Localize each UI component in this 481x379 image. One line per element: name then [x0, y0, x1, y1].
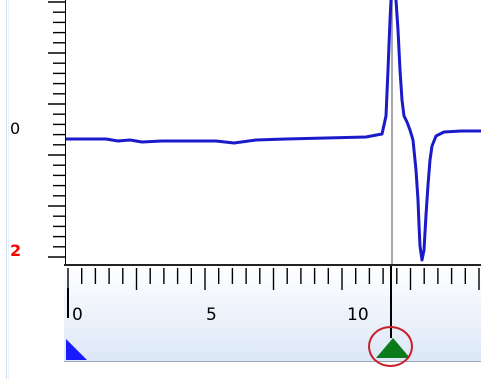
blue-triangle-marker-icon[interactable]	[66, 339, 88, 361]
vertical-ruler-border-inner	[8, 0, 9, 379]
x-tick-label-10: 10	[347, 305, 369, 325]
y-axis-label-bottom: 2	[10, 241, 22, 260]
ruler-bottom-border	[64, 361, 481, 362]
vertical-ruler-border	[6, 0, 7, 379]
highlight-circle	[368, 326, 413, 367]
y-axis-label-zero: 0	[10, 119, 21, 138]
waveform-plot[interactable]	[66, 0, 481, 264]
horizontal-ruler[interactable]: 0 5 10	[64, 264, 481, 364]
x-tick-label-0: 0	[72, 305, 83, 325]
bottom-strip	[64, 362, 481, 379]
x-tick-label-5: 5	[206, 305, 217, 325]
waveform-trace	[66, 0, 481, 262]
